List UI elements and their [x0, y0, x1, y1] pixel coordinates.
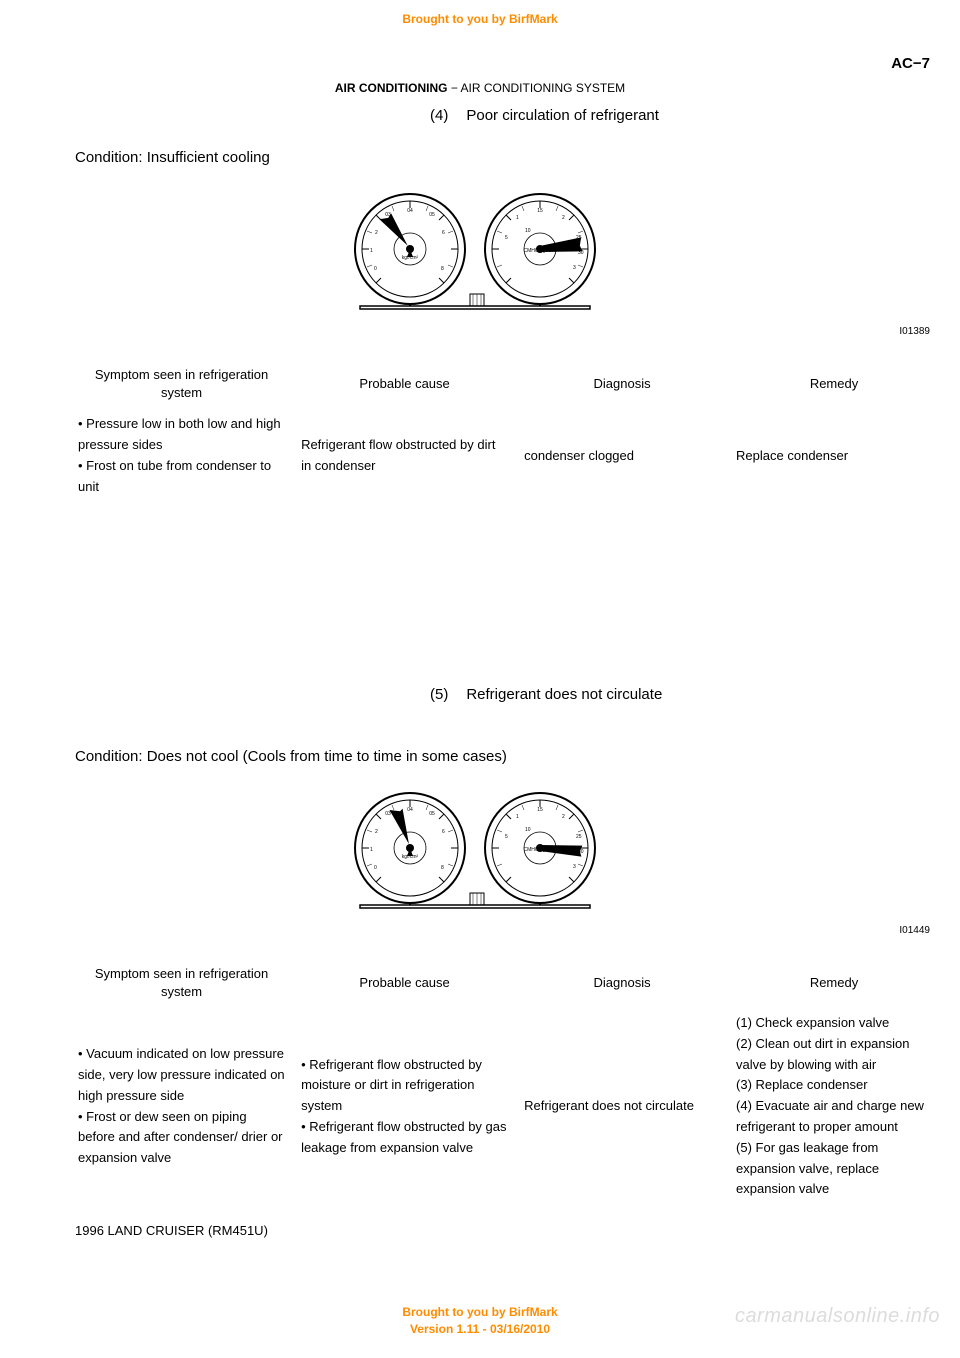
- svg-text:03: 03: [385, 811, 391, 817]
- svg-text:8: 8: [441, 266, 444, 272]
- gauge-illustration-4: 04 03 05 2 6 1 0 8 kgf/cm² 15 2 25 1 5 1…: [330, 184, 630, 324]
- th-remedy: Remedy: [728, 961, 940, 1005]
- svg-text:3: 3: [573, 265, 576, 271]
- section4-num: (4): [430, 107, 448, 124]
- watermark: carmanualsonline.info: [735, 1305, 940, 1328]
- th-remedy: Remedy: [728, 362, 940, 406]
- svg-text:04: 04: [407, 807, 413, 813]
- cell-diagnosis: Refrigerant does not circulate: [516, 1005, 728, 1208]
- page-number: AC−7: [891, 55, 930, 72]
- section4-title: (4) Poor circulation of refrigerant: [430, 107, 960, 124]
- image-id-5: I01449: [0, 925, 930, 936]
- cell-cause: • Refrigerant flow obstructed by moistur…: [293, 1005, 516, 1208]
- table-row: • Vacuum indicated on low pressure side,…: [70, 1005, 940, 1208]
- svg-text:2: 2: [375, 230, 378, 236]
- th-cause: Probable cause: [293, 961, 516, 1005]
- cell-remedy: (1) Check expansion valve (2) Clean out …: [728, 1005, 940, 1208]
- table-row: • Pressure low in both low and high pres…: [70, 406, 940, 505]
- svg-text:15: 15: [537, 208, 543, 214]
- svg-text:0: 0: [374, 865, 377, 871]
- section5-condition: Condition: Does not cool (Cools from tim…: [75, 748, 960, 765]
- cell-symptom: • Vacuum indicated on low pressure side,…: [70, 1005, 293, 1208]
- svg-text:04: 04: [407, 208, 413, 214]
- th-symptom: Symptom seen in refrigeration system: [70, 362, 293, 406]
- footer-model: 1996 LAND CRUISER (RM451U): [75, 1223, 268, 1238]
- breadcrumb-sub: AIR CONDITIONING SYSTEM: [461, 81, 626, 95]
- section5-text: Refrigerant does not circulate: [466, 686, 662, 703]
- svg-text:05: 05: [429, 212, 435, 218]
- th-cause: Probable cause: [293, 362, 516, 406]
- svg-text:1: 1: [516, 215, 519, 221]
- svg-text:2: 2: [562, 215, 565, 221]
- svg-text:0: 0: [374, 266, 377, 272]
- svg-text:25: 25: [576, 834, 582, 840]
- svg-text:6: 6: [442, 230, 445, 236]
- section5-num: (5): [430, 686, 448, 703]
- th-diagnosis: Diagnosis: [516, 362, 728, 406]
- image-id-4: I01389: [0, 326, 930, 337]
- cell-symptom: • Pressure low in both low and high pres…: [70, 406, 293, 505]
- table-section5: Symptom seen in refrigeration system Pro…: [70, 961, 940, 1209]
- section4-text: Poor circulation of refrigerant: [466, 107, 659, 124]
- breadcrumb-main: AIR CONDITIONING: [335, 81, 448, 95]
- section5-title: (5) Refrigerant does not circulate: [430, 686, 960, 703]
- svg-text:8: 8: [441, 865, 444, 871]
- svg-text:2: 2: [375, 829, 378, 835]
- svg-text:5: 5: [505, 834, 508, 840]
- section4-condition: Condition: Insufficient cooling: [75, 149, 960, 166]
- svg-text:1: 1: [516, 814, 519, 820]
- breadcrumb-sep: −: [447, 81, 460, 95]
- th-diagnosis: Diagnosis: [516, 961, 728, 1005]
- table-section4: Symptom seen in refrigeration system Pro…: [70, 362, 940, 506]
- svg-text:15: 15: [537, 807, 543, 813]
- cell-remedy: Replace condenser: [728, 406, 940, 505]
- breadcrumb: AIR CONDITIONING − AIR CONDITIONING SYST…: [0, 81, 960, 95]
- svg-text:1: 1: [370, 248, 373, 254]
- gauge-illustration-5: 04 03 05 2 6 1 0 8 kgf/cm² 15 2 25 1 5 1…: [330, 783, 630, 923]
- svg-text:5: 5: [505, 235, 508, 241]
- svg-text:2: 2: [562, 814, 565, 820]
- th-symptom: Symptom seen in refrigeration system: [70, 961, 293, 1005]
- svg-text:10: 10: [525, 228, 531, 234]
- header-branding: Brought to you by BirfMark: [0, 0, 960, 26]
- svg-text:10: 10: [525, 827, 531, 833]
- cell-cause: Refrigerant flow obstructed by dirt in c…: [293, 406, 516, 505]
- svg-text:6: 6: [442, 829, 445, 835]
- svg-text:3: 3: [573, 864, 576, 870]
- svg-text:05: 05: [429, 811, 435, 817]
- svg-text:1: 1: [370, 847, 373, 853]
- cell-diagnosis: condenser clogged: [516, 406, 728, 505]
